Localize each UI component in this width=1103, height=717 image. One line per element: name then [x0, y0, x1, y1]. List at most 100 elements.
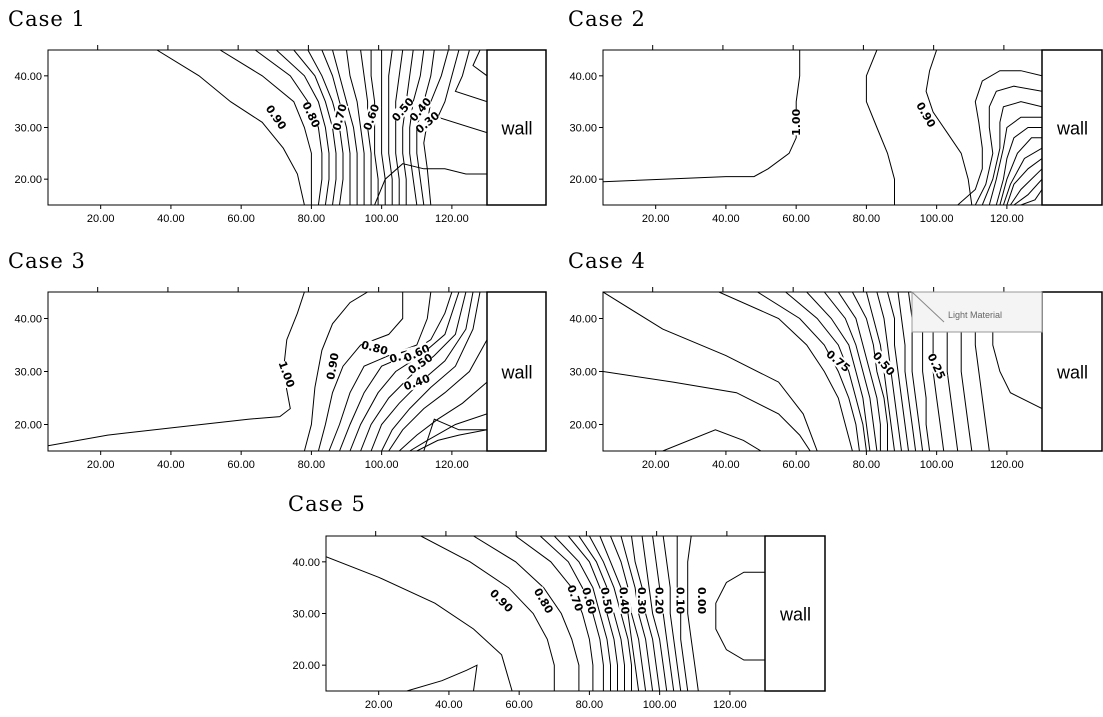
contour-label-bg [790, 109, 803, 136]
contour-line [974, 85, 1042, 205]
contour-line [388, 339, 487, 451]
contour-line [995, 127, 1042, 205]
contour-label-bg [598, 586, 616, 615]
contour-line [785, 292, 867, 451]
contour-line [409, 413, 487, 451]
plot-frame [602, 49, 1043, 206]
contour-label-bg [324, 352, 341, 381]
contour-label-bg [300, 100, 323, 129]
contour-label: 0.90 [913, 100, 938, 130]
x-tick-label: 100.00 [920, 213, 954, 225]
contour-label-bg [925, 351, 948, 381]
contour-line [1006, 158, 1042, 205]
x-tick-label: 20.00 [87, 213, 115, 225]
contour-line [398, 381, 487, 451]
contour-label-bg [824, 347, 853, 374]
contour-line [48, 292, 305, 447]
contour-line [603, 50, 801, 183]
contour-line [806, 292, 871, 451]
y-tick-label: 40.00 [292, 557, 320, 569]
contour-line [837, 292, 881, 451]
wall-label: wall [500, 119, 532, 139]
contour-line [303, 292, 368, 451]
y-tick-label: 40.00 [14, 71, 42, 83]
panel-case-1: Case 10.90 0.80 0.70 0.60 0.500.400.3020.003… [8, 7, 547, 225]
contour-label-bg [402, 342, 432, 364]
x-tick-label: 60.00 [782, 213, 810, 225]
y-tick-label: 20.00 [569, 420, 597, 432]
contour-label-bg [695, 587, 708, 614]
contour-line [332, 50, 358, 205]
y-tick-label: 20.00 [14, 420, 42, 432]
contour-line [1009, 168, 1042, 205]
plot-frame [47, 291, 488, 452]
contour-label-bg [402, 372, 432, 393]
x-tick-label: 60.00 [505, 699, 533, 711]
x-tick-label: 40.00 [157, 213, 185, 225]
contour-line [275, 50, 330, 205]
wall-box [486, 49, 547, 206]
panel-title: Case 4 [568, 249, 646, 273]
contour-label: 0.50 [870, 349, 898, 378]
contour-line [406, 664, 478, 691]
wall-label: wall [500, 363, 532, 383]
y-tick-label: 20.00 [292, 660, 320, 672]
x-tick-label: 80.00 [298, 213, 326, 225]
y-tick-label: 20.00 [14, 174, 42, 186]
x-tick-label: 80.00 [853, 213, 881, 225]
contour-line [757, 292, 860, 451]
contour-label-bg [532, 586, 556, 615]
contour-line [328, 292, 432, 451]
contour-line [423, 418, 487, 451]
contour-label-bg [653, 587, 666, 614]
wall-box [1041, 49, 1103, 206]
wall-label: wall [779, 605, 811, 625]
contour-line [957, 70, 1042, 205]
callout-pointer [911, 291, 945, 323]
y-tick-label: 30.00 [569, 367, 597, 379]
contour-line [865, 50, 895, 205]
contour-line [599, 536, 640, 691]
contour-label: 0.50 [598, 586, 616, 615]
contour-label-bg [580, 586, 599, 615]
contour-label-bg [413, 109, 442, 136]
contour-lines [48, 292, 487, 451]
contour-line [1002, 147, 1042, 205]
contour-line [346, 50, 365, 205]
contour-line [473, 536, 580, 691]
x-tick-label: 120.00 [990, 459, 1024, 471]
contour-line [553, 536, 611, 691]
contour-label: 1.00 [790, 108, 803, 135]
x-tick-label: 100.00 [365, 459, 399, 471]
contour-label: 0.80 [531, 586, 556, 616]
contour-line [925, 50, 973, 205]
x-tick-label: 100.00 [365, 213, 399, 225]
contour-label: 0.00 [695, 587, 708, 614]
contour-line [381, 292, 481, 451]
contour-line [326, 556, 513, 691]
x-tick-label: 120.00 [990, 213, 1024, 225]
callout-text: Light Material [948, 310, 1002, 320]
contour-line [349, 292, 460, 451]
contour-label-bg [617, 587, 632, 615]
contour-line [610, 536, 647, 691]
contour-line [718, 292, 853, 451]
contour-label-bg [674, 587, 687, 614]
contour-line [981, 101, 1042, 205]
contour-line [395, 50, 404, 205]
y-tick-label: 30.00 [292, 609, 320, 621]
panel-title: Case 1 [8, 7, 86, 31]
contour-lines [326, 536, 765, 691]
wall-label: wall [1056, 119, 1088, 139]
x-tick-label: 40.00 [157, 459, 185, 471]
contour-line [416, 429, 487, 451]
contour-line [687, 536, 699, 691]
panel-case-5: Case 50.90 0.80 0.700.60 0.50 0.40 0.30 0.20 0.… [288, 492, 826, 711]
panel-title: Case 2 [568, 7, 646, 31]
contour-line [374, 163, 487, 205]
contour-label: 0.90 [324, 351, 342, 380]
wall-label: wall [1056, 363, 1088, 383]
contour-label-bg [406, 351, 435, 376]
